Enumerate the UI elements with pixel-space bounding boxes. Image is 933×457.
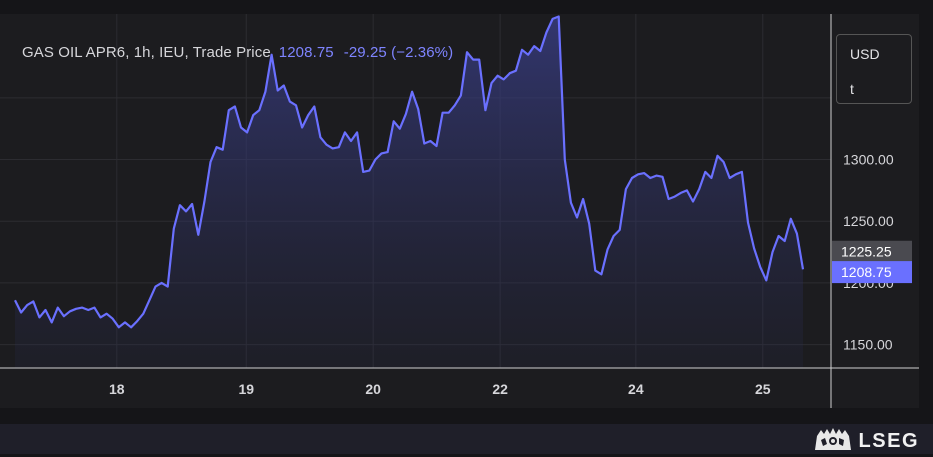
axis-layer: 1150.001200.001250.001300.001350.0018192… bbox=[0, 14, 919, 408]
lion-unicorn-crest-icon bbox=[813, 426, 853, 457]
x-tick-label: 20 bbox=[365, 381, 381, 397]
x-tick-label: 24 bbox=[628, 381, 644, 397]
currency-label: USD bbox=[850, 46, 880, 62]
last-price-badge bbox=[832, 261, 912, 284]
price-change-value: -29.25 (−2.36%) bbox=[343, 44, 454, 61]
instrument-title: GAS OIL APR6, 1h, IEU, Trade Price bbox=[22, 44, 271, 61]
series-layer bbox=[14, 15, 805, 368]
unit-selector[interactable]: USD t bbox=[836, 34, 912, 104]
brand-name: LSEG bbox=[858, 430, 919, 452]
last-price-badge-label: 1208.75 bbox=[841, 264, 892, 280]
y-tick-label: 1250.00 bbox=[843, 213, 894, 229]
x-tick-label: 18 bbox=[109, 381, 125, 397]
x-tick-label: 25 bbox=[755, 381, 771, 397]
price-series-line bbox=[14, 15, 805, 329]
chart-panel: 1150.001200.001250.001300.001350.0018192… bbox=[0, 14, 919, 408]
series-area-fill bbox=[15, 16, 803, 368]
last-price-value: 1208.75 bbox=[278, 44, 334, 61]
prev-close-badge-label: 1225.25 bbox=[841, 244, 892, 260]
y-tick-label: 1300.00 bbox=[843, 152, 894, 168]
price-chart[interactable]: 1150.001200.001250.001300.001350.0018192… bbox=[0, 14, 919, 408]
chart-header: GAS OIL APR6, 1h, IEU, Trade Price 1208.7… bbox=[22, 44, 453, 61]
unit-of-measure-label: t bbox=[850, 81, 854, 97]
y-tick-label: 1150.00 bbox=[843, 337, 893, 353]
footer-bar: LSEG bbox=[0, 424, 933, 454]
x-tick-label: 22 bbox=[492, 381, 508, 397]
brand-logo: LSEG bbox=[813, 426, 919, 457]
x-tick-label: 19 bbox=[238, 381, 254, 397]
prev-close-badge bbox=[832, 240, 912, 263]
